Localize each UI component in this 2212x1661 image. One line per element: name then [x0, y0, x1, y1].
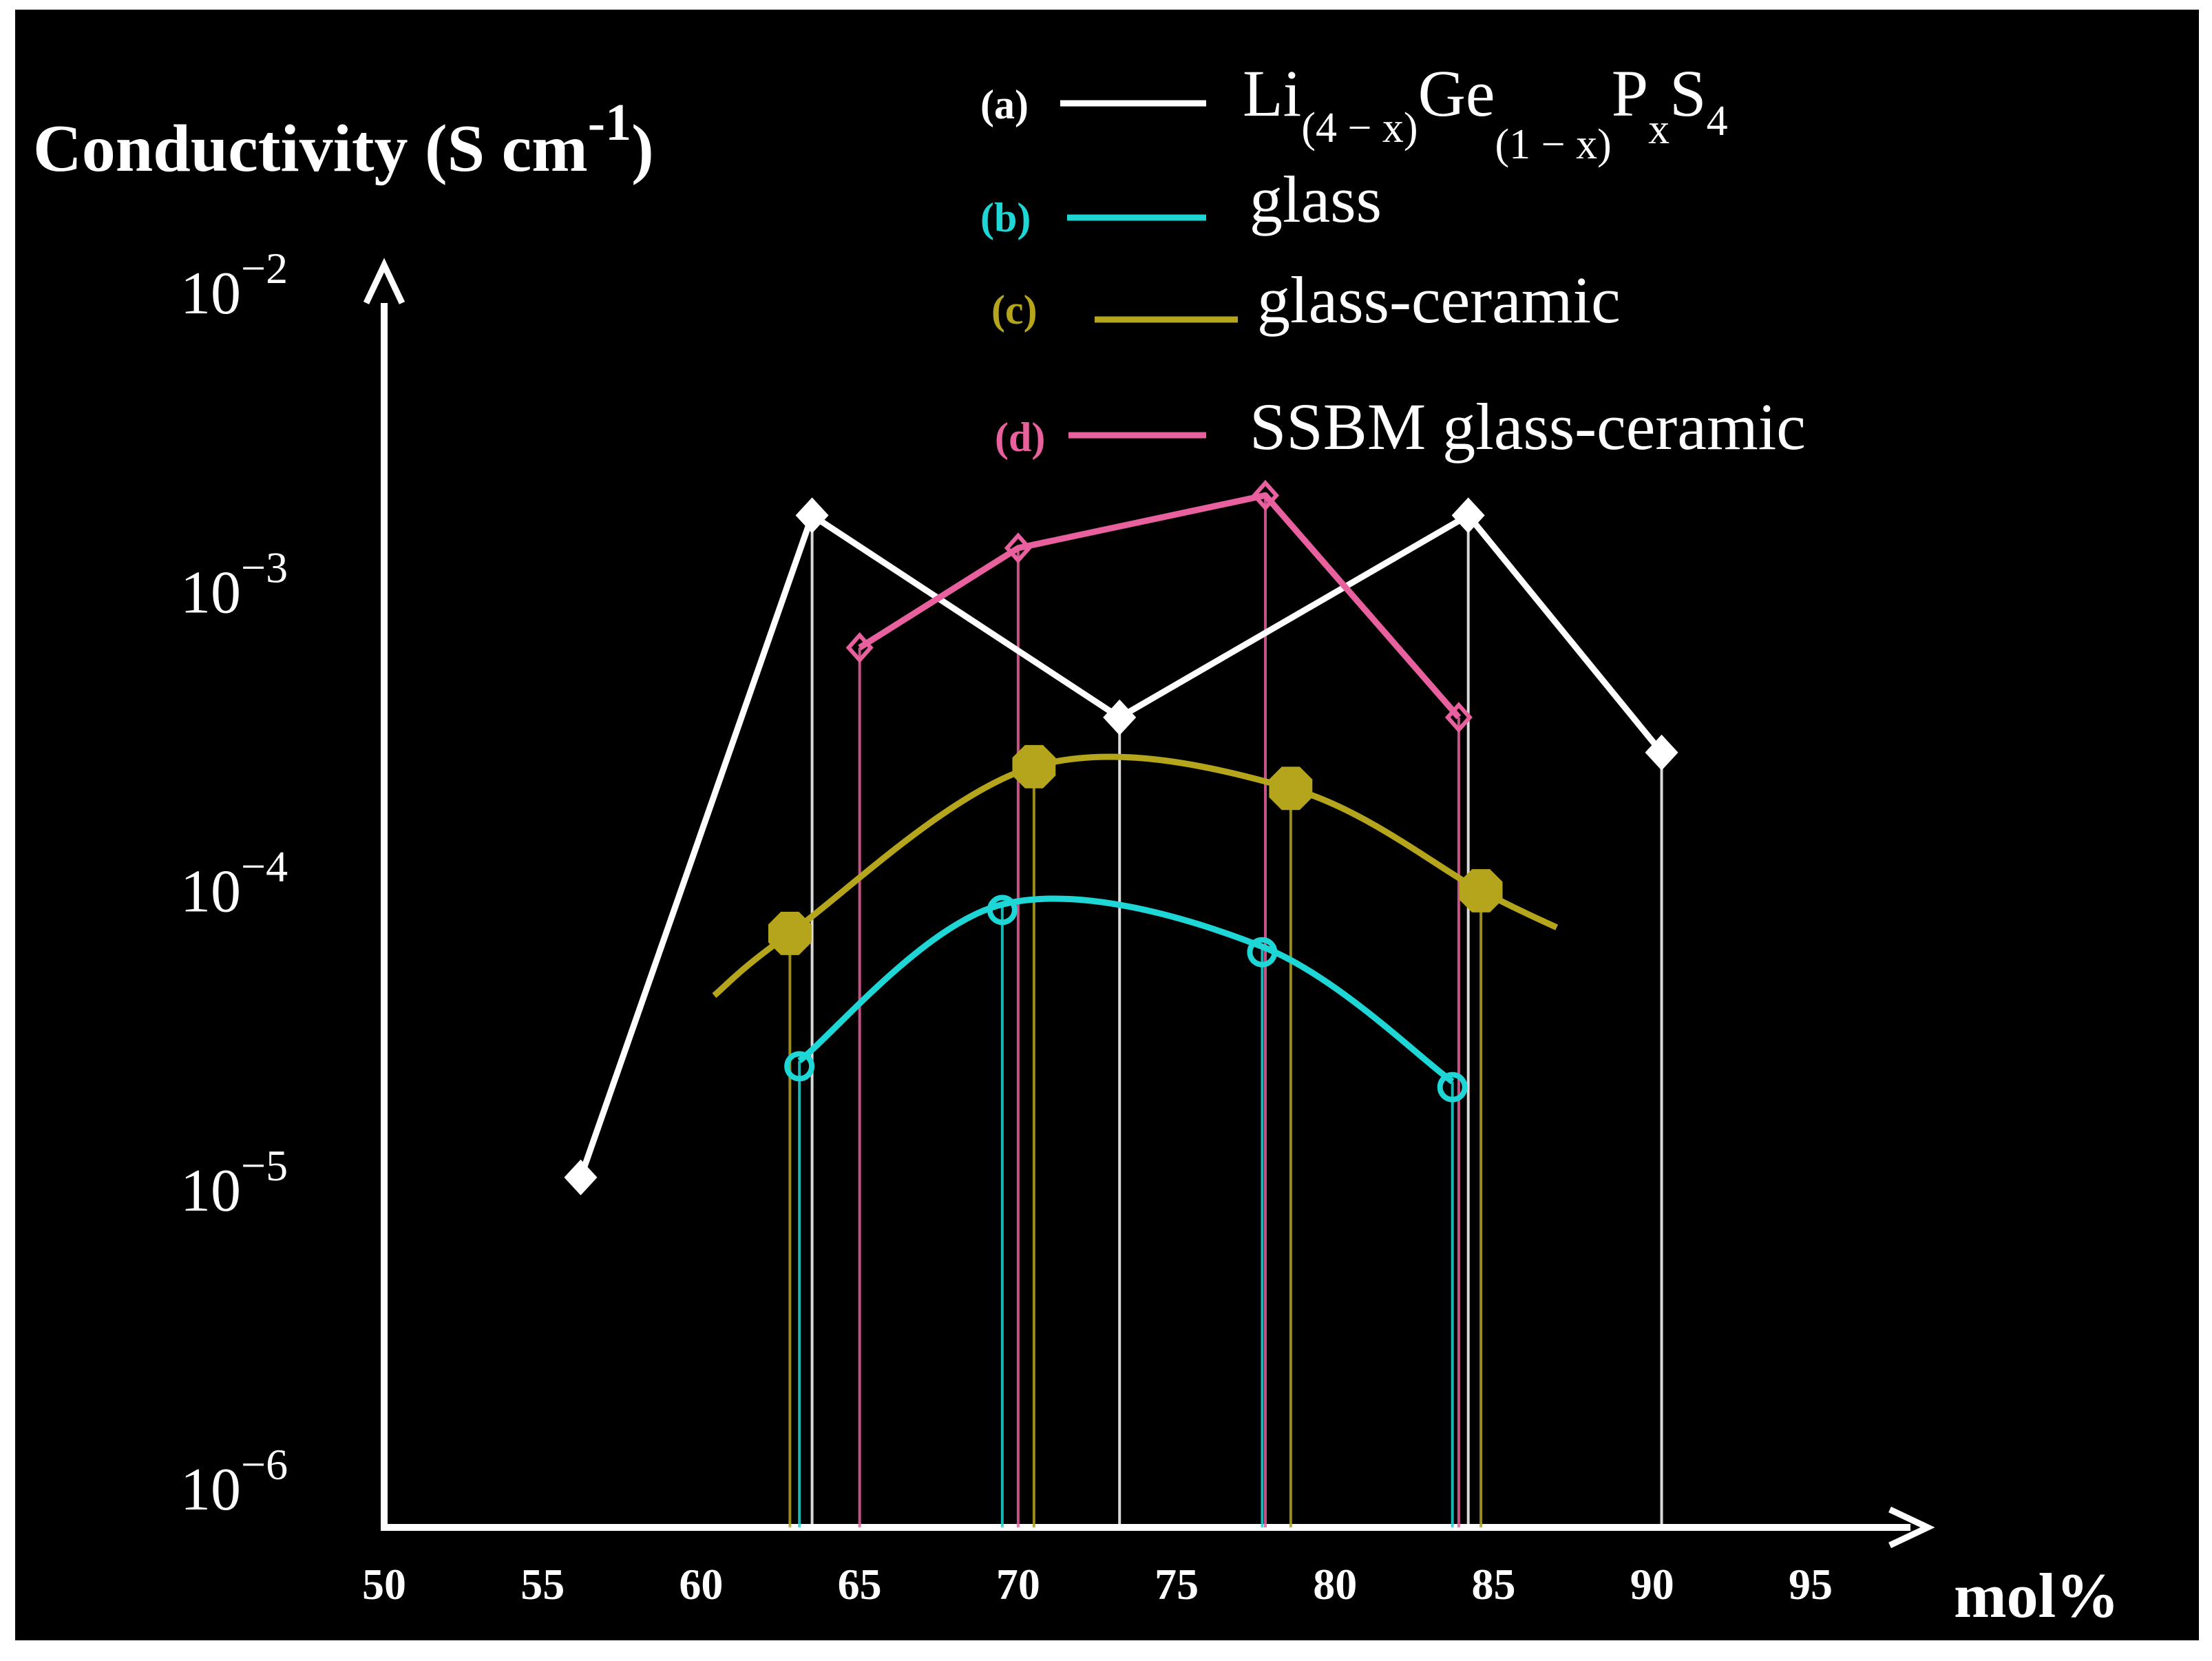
- legend-label-a-sub1: (4 − x): [1301, 105, 1418, 152]
- y-tick-exponent: −6: [241, 1440, 288, 1489]
- data-point-d: [845, 631, 874, 664]
- y-tick-base: 10: [180, 260, 241, 327]
- data-point-d: [1251, 479, 1280, 511]
- y-tick-label: 10−3: [180, 543, 288, 626]
- legend-label-a-sub4: 4: [1707, 98, 1728, 145]
- data-point-c: [1269, 766, 1313, 811]
- data-point-a: [564, 1159, 598, 1195]
- legend-tag-a: (a): [980, 82, 1029, 127]
- y-axis-title-close: ): [631, 112, 654, 186]
- data-point-a: [1103, 699, 1137, 735]
- series-line-a: [578, 512, 1665, 1179]
- legend-label-a-sub2: (1 − x): [1495, 121, 1612, 168]
- y-axis-title-text: Conductivity (S cm: [33, 112, 588, 186]
- data-point-b: [987, 895, 1018, 926]
- legend-label-d: SSBM glass-ceramic: [1250, 390, 1806, 463]
- legend-entry-b: (b) glass: [980, 163, 1382, 240]
- x-tick-label: 80: [1313, 1560, 1357, 1609]
- series-a: [564, 497, 1678, 1195]
- y-tick-label: 10−2: [180, 244, 288, 327]
- legend-tag-d: (d): [995, 415, 1045, 460]
- data-point-c: [768, 912, 812, 955]
- drop-lines: [788, 495, 1663, 1527]
- x-tick-label: 95: [1789, 1560, 1833, 1609]
- legend-label-c: glass-ceramic: [1257, 263, 1621, 337]
- y-axis-title: Conductivity (S cm-1): [33, 94, 654, 186]
- data-point-c: [1459, 869, 1503, 912]
- legend-entry-d: (d) SSBM glass-ceramic: [995, 390, 1806, 463]
- legend-label-a: Li(4 − x)Ge(1 − x)PxS4: [1243, 56, 1728, 168]
- y-tick-labels: 10−210−310−410−510−6: [180, 244, 288, 1523]
- series-layer: [564, 479, 1678, 1195]
- y-tick-exponent: −3: [241, 543, 288, 592]
- legend-entry-a: (a) Li(4 − x)Ge(1 − x)PxS4: [980, 56, 1728, 168]
- legend-label-a-ge: Ge: [1418, 56, 1495, 130]
- y-tick-label: 10−5: [180, 1141, 288, 1224]
- data-point-b: [1437, 1072, 1468, 1103]
- y-tick-label: 10−6: [180, 1440, 288, 1523]
- y-axis-arrow: [363, 258, 405, 304]
- x-tick-label: 65: [838, 1560, 882, 1609]
- x-axis-title: mol%: [1954, 1560, 2119, 1631]
- x-tick-label: 70: [996, 1560, 1040, 1609]
- legend: (a) Li(4 − x)Ge(1 − x)PxS4 (b) glass (c)…: [980, 56, 1806, 463]
- data-point-b: [784, 1051, 815, 1082]
- legend-label-a-p: P: [1612, 56, 1648, 130]
- data-point-c: [1012, 744, 1056, 788]
- x-tick-labels: 50 55 60 65 70 75 80 85 90 95: [362, 1560, 1833, 1609]
- legend-label-a-li: Li: [1243, 56, 1301, 130]
- data-point-a: [1645, 734, 1678, 771]
- legend-tag-c: (c): [991, 287, 1037, 333]
- legend-label-b: glass: [1250, 163, 1382, 236]
- y-tick-label: 10−4: [180, 842, 288, 926]
- series-b: [784, 895, 1468, 1103]
- y-tick-exponent: −4: [241, 842, 288, 891]
- series-line-c: [712, 753, 1559, 999]
- series-line-d: [858, 492, 1462, 720]
- legend-label-a-sub3: x: [1648, 106, 1669, 153]
- x-tick-label: 75: [1155, 1560, 1199, 1609]
- x-tick-label: 60: [679, 1560, 723, 1609]
- x-tick-label: 50: [362, 1560, 406, 1609]
- series-c: [712, 744, 1559, 999]
- legend-tag-b: (b): [980, 195, 1031, 240]
- data-point-b: [1247, 937, 1278, 968]
- y-tick-exponent: −5: [241, 1141, 288, 1190]
- legend-entry-c: (c) glass-ceramic: [991, 263, 1621, 337]
- y-tick-base: 10: [180, 1158, 241, 1224]
- series-line-b: [797, 895, 1455, 1085]
- y-axis-title-superscript: -1: [588, 94, 631, 152]
- x-axis-arrow: [1888, 1506, 1935, 1549]
- y-tick-base: 10: [180, 1456, 241, 1523]
- x-tick-label: 85: [1472, 1560, 1516, 1609]
- data-point-d: [1444, 702, 1473, 733]
- y-tick-base: 10: [180, 859, 241, 926]
- x-tick-label: 90: [1630, 1560, 1674, 1609]
- legend-label-a-s: S: [1669, 56, 1706, 130]
- data-point-d: [1004, 532, 1032, 564]
- axes: [363, 258, 1935, 1549]
- series-d: [845, 479, 1473, 733]
- y-tick-exponent: −2: [241, 244, 288, 293]
- data-point-a: [795, 497, 829, 534]
- y-tick-base: 10: [180, 559, 241, 626]
- x-tick-label: 55: [520, 1560, 565, 1609]
- data-point-a: [1451, 497, 1485, 534]
